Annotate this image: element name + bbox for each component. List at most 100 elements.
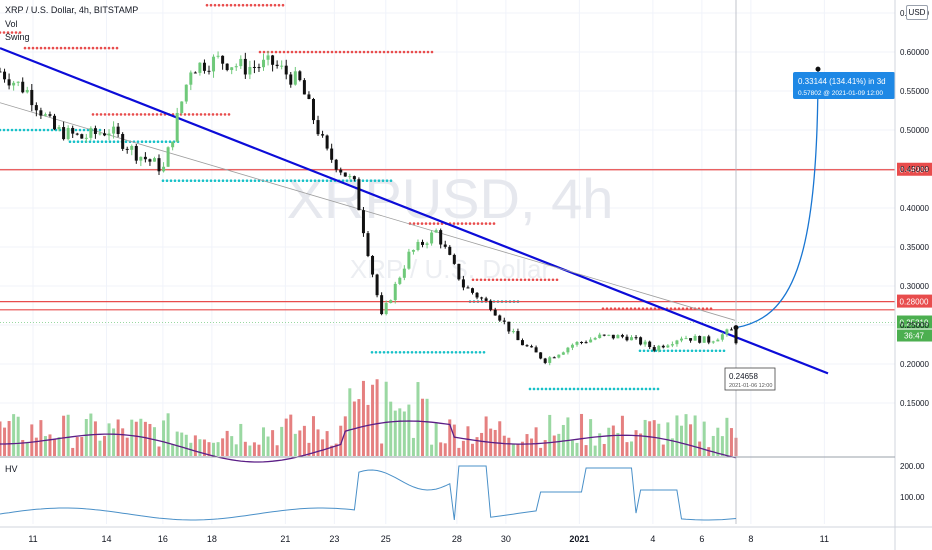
candle-body [511,331,515,333]
swing-high-dot [270,50,274,54]
volume-bar [725,417,729,456]
volume-bar [180,432,184,456]
candle-body [339,169,343,173]
candle-body [293,71,297,85]
swing-high-dot [362,50,366,54]
swing-high-dot [139,113,143,116]
swing-high-dot [394,50,398,54]
candle-body [389,300,393,303]
time-axis[interactable]: 11 14 16 18 21 23 25 28 30 2021 4 6 8 11 [28,534,829,544]
swing-high-dot [358,50,362,54]
swing-high-dot [286,50,290,54]
volume-bar [143,421,147,456]
swing-low-dot [2,128,6,132]
swing-high-dot [274,50,278,54]
swing-low-dot [189,179,193,182]
swing-low-dot [18,128,22,132]
candle-body [7,79,11,86]
swing-high-dot [262,50,266,54]
volume-bar [98,440,102,456]
volume-bar [361,380,365,456]
volume-bar [280,426,284,456]
swing-high-dot [99,46,103,50]
candle-body [357,179,361,211]
swing-high-dot [75,46,79,50]
candle-body [557,354,561,358]
swing-high-dot [334,50,338,54]
candle-body [171,141,175,148]
volume-bar [25,441,29,456]
volume-bar [530,438,534,456]
volume-bar [152,427,156,456]
volume-bar [134,421,138,456]
candle-body [361,210,365,234]
candle-body [352,176,356,180]
swing-low-dot [588,387,592,391]
candle-body [507,321,511,332]
swing-low-dot [30,128,34,132]
candle-body [530,346,534,348]
candle-body [307,94,311,100]
candle-body [539,352,543,359]
swing-low-dot [329,179,333,182]
candle-body [157,158,161,172]
volume-bar [729,428,733,456]
currency-button[interactable]: USD [906,5,928,20]
swing-high-dot [499,278,503,282]
candle-body [520,340,524,346]
swing-low-dot [624,387,628,391]
projection-label-line1: 0.33144 (134.41%) in 3d [798,77,886,86]
swing-low-dot [418,351,422,354]
swing-high-dot [464,222,468,225]
candle-body [480,297,484,299]
swing-high-dot [191,113,195,116]
swing-high-dot [488,222,492,225]
volume-bar [275,445,279,456]
projection[interactable]: 0.33144 (134.41%) in 3d 0.57802 @ 2021-01… [724,66,895,391]
time-tick-label: 21 [280,534,290,544]
candle-body [239,58,243,67]
swing-high-dot [39,46,43,50]
watermark-symbol: XRPUSD, 4h [287,167,614,230]
volume-bar [679,425,683,456]
candle-body [348,176,352,178]
volume-bar [443,443,447,456]
volume-bar [411,437,415,456]
price-tick-label: 0.40000 [900,204,929,213]
time-tick-label: 2021 [569,534,589,544]
swing-high-dot [123,113,127,116]
volume-bar [684,414,688,456]
volume-bar [557,433,561,456]
candle-body [630,337,634,341]
swing-low-dot [161,179,165,182]
swing-low-dot [289,179,293,182]
volume-bar [289,414,293,456]
swing-high-dot [555,278,559,282]
swing-high-dot [55,46,59,50]
volume-bar [207,442,211,456]
swing-high-dot [428,222,432,225]
swing-low-dot [301,179,305,182]
swing-low-dot [532,387,536,391]
volume-bar [84,418,88,456]
candle-body [371,255,375,275]
candle-body [57,127,61,130]
level-badge [897,315,932,329]
swing-low-dot [470,351,474,354]
swing-low-dot [682,349,686,353]
swing-low-dot [434,351,438,354]
swing-low-dot [438,351,442,354]
time-tick-label: 11 [820,534,829,544]
price-tick-label: 0.55000 [900,87,929,96]
candle-body [71,127,75,134]
volume-bar [93,421,97,456]
swing-low-dot [374,351,378,354]
swing-high-dot [322,50,326,54]
volume-bar [434,422,438,456]
candle-body [198,62,202,73]
swing-high-dot [527,278,531,282]
volume-bar [657,423,661,456]
candle-body [275,64,279,66]
horizontal-levels[interactable]: 0.44904 0.28000 0.25319 36:47 [0,162,932,342]
